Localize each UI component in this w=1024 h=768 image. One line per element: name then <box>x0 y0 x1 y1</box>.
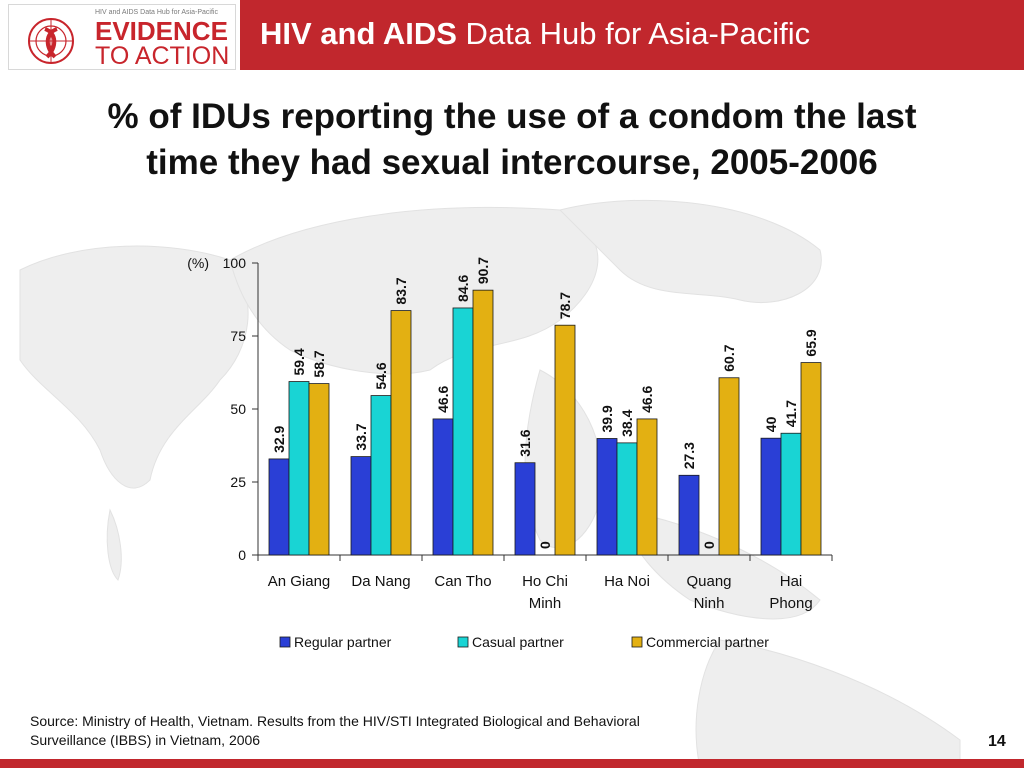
bar-casual-partner <box>288 381 310 556</box>
header-bar: HIV and AIDS Data Hub for Asia-Pacific <box>240 0 1024 70</box>
bar-casual-partner <box>780 432 802 556</box>
bar-commercial-partner <box>636 418 658 556</box>
y-tick-label: 0 <box>238 547 246 563</box>
data-label: 60.7 <box>721 344 737 371</box>
data-label: 46.6 <box>435 385 451 412</box>
data-label: 65.9 <box>803 329 819 356</box>
data-label: 38.4 <box>619 409 635 436</box>
page-number: 14 <box>988 733 1006 750</box>
bar-commercial-partner <box>800 362 822 556</box>
x-tick-label: Ha Noi <box>604 573 650 590</box>
bar-casual-partner <box>452 307 474 556</box>
y-tick-label: 25 <box>230 474 246 490</box>
bar-regular-partner <box>596 438 618 556</box>
data-label: 46.6 <box>639 385 655 412</box>
x-tick-label: Da Nang <box>351 573 410 590</box>
bar-commercial-partner <box>308 383 330 556</box>
data-label: 27.3 <box>681 442 697 469</box>
footer-bar <box>0 759 1024 768</box>
bar-casual-partner <box>616 442 638 556</box>
logo-evidence-text: EVIDENCE <box>95 16 228 46</box>
bar-commercial-partner <box>718 377 740 556</box>
footer-source: Source: Ministry of Health, Vietnam. Res… <box>30 713 640 748</box>
data-label: 83.7 <box>393 277 409 304</box>
x-tick-label: Hai <box>780 573 803 590</box>
evidence-to-action-logo: HIV and AIDS Data Hub for Asia-Pacific E… <box>8 4 236 70</box>
bar-regular-partner <box>514 462 536 556</box>
chart-legend: Regular partner Casual partner Commercial … <box>279 634 769 650</box>
background-map <box>19 199 961 768</box>
x-tick-label: Ho Chi <box>522 573 568 590</box>
x-tick-label: Can Tho <box>434 573 491 590</box>
chart-axes: 0 25 50 75 100 (%) An Giang Da Nang Can Tho Ho Ch… <box>187 255 833 612</box>
header-title-rest: Data Hub for Asia-Pacific <box>456 16 811 51</box>
bar-regular-partner <box>350 456 372 556</box>
legend-label: Casual partner <box>472 634 564 650</box>
legend-swatch <box>457 636 469 648</box>
header-title-bold: HIV and AIDS <box>260 16 457 51</box>
bar-commercial-partner <box>472 289 494 556</box>
y-axis-label: (%) <box>187 255 209 271</box>
data-label: 54.6 <box>373 362 389 389</box>
data-label: 41.7 <box>783 400 799 427</box>
un-emblem-icon <box>28 18 74 64</box>
data-label: 78.7 <box>557 292 573 319</box>
data-label: 0 <box>537 541 553 549</box>
x-tick-label: Minh <box>529 595 562 612</box>
data-label: 0 <box>701 541 717 549</box>
data-label: 84.6 <box>455 275 471 302</box>
data-label: 33.7 <box>353 423 369 450</box>
bar-regular-partner <box>760 437 782 556</box>
slide-title-line2: time they had sexual intercourse, 2005-2… <box>146 143 878 182</box>
x-tick-label: An Giang <box>268 573 331 590</box>
bar-casual-partner <box>370 395 392 556</box>
legend-label: Commercial partner <box>646 634 769 650</box>
data-label: 31.6 <box>517 429 533 456</box>
slide-title-line1: % of IDUs reporting the use of a condom … <box>107 97 917 136</box>
legend-swatch <box>279 636 291 648</box>
chart-bars <box>268 289 822 556</box>
y-tick-label: 100 <box>223 255 247 271</box>
legend-label: Regular partner <box>294 634 392 650</box>
x-tick-label: Phong <box>769 595 812 612</box>
x-tick-label: Ninh <box>694 595 725 612</box>
legend-swatch <box>631 636 643 648</box>
bar-regular-partner <box>432 418 454 556</box>
y-tick-label: 75 <box>230 328 246 344</box>
chart-data-labels: 32.9 33.7 46.6 31.6 39.9 27.3 40 59.4 54.6 84.6 0 3… <box>271 257 819 549</box>
slide-title: % of IDUs reporting the use of a condom … <box>20 94 1004 186</box>
data-label: 58.7 <box>311 350 327 377</box>
data-label: 59.4 <box>291 348 307 375</box>
x-tick-label: Quang <box>686 573 731 590</box>
logo-to-action-text: TO ACTION <box>95 42 230 70</box>
bar-regular-partner <box>678 474 700 556</box>
bar-commercial-partner <box>390 310 412 556</box>
bar-commercial-partner <box>554 324 576 556</box>
bar-regular-partner <box>268 458 290 556</box>
header-title: HIV and AIDS Data Hub for Asia-Pacific <box>260 16 810 52</box>
data-label: 32.9 <box>271 425 287 452</box>
logo-tagline: HIV and AIDS Data Hub for Asia-Pacific <box>95 9 218 16</box>
data-label: 39.9 <box>599 405 615 432</box>
y-tick-label: 50 <box>230 401 246 417</box>
data-label: 40 <box>763 416 779 432</box>
data-label: 90.7 <box>475 257 491 284</box>
